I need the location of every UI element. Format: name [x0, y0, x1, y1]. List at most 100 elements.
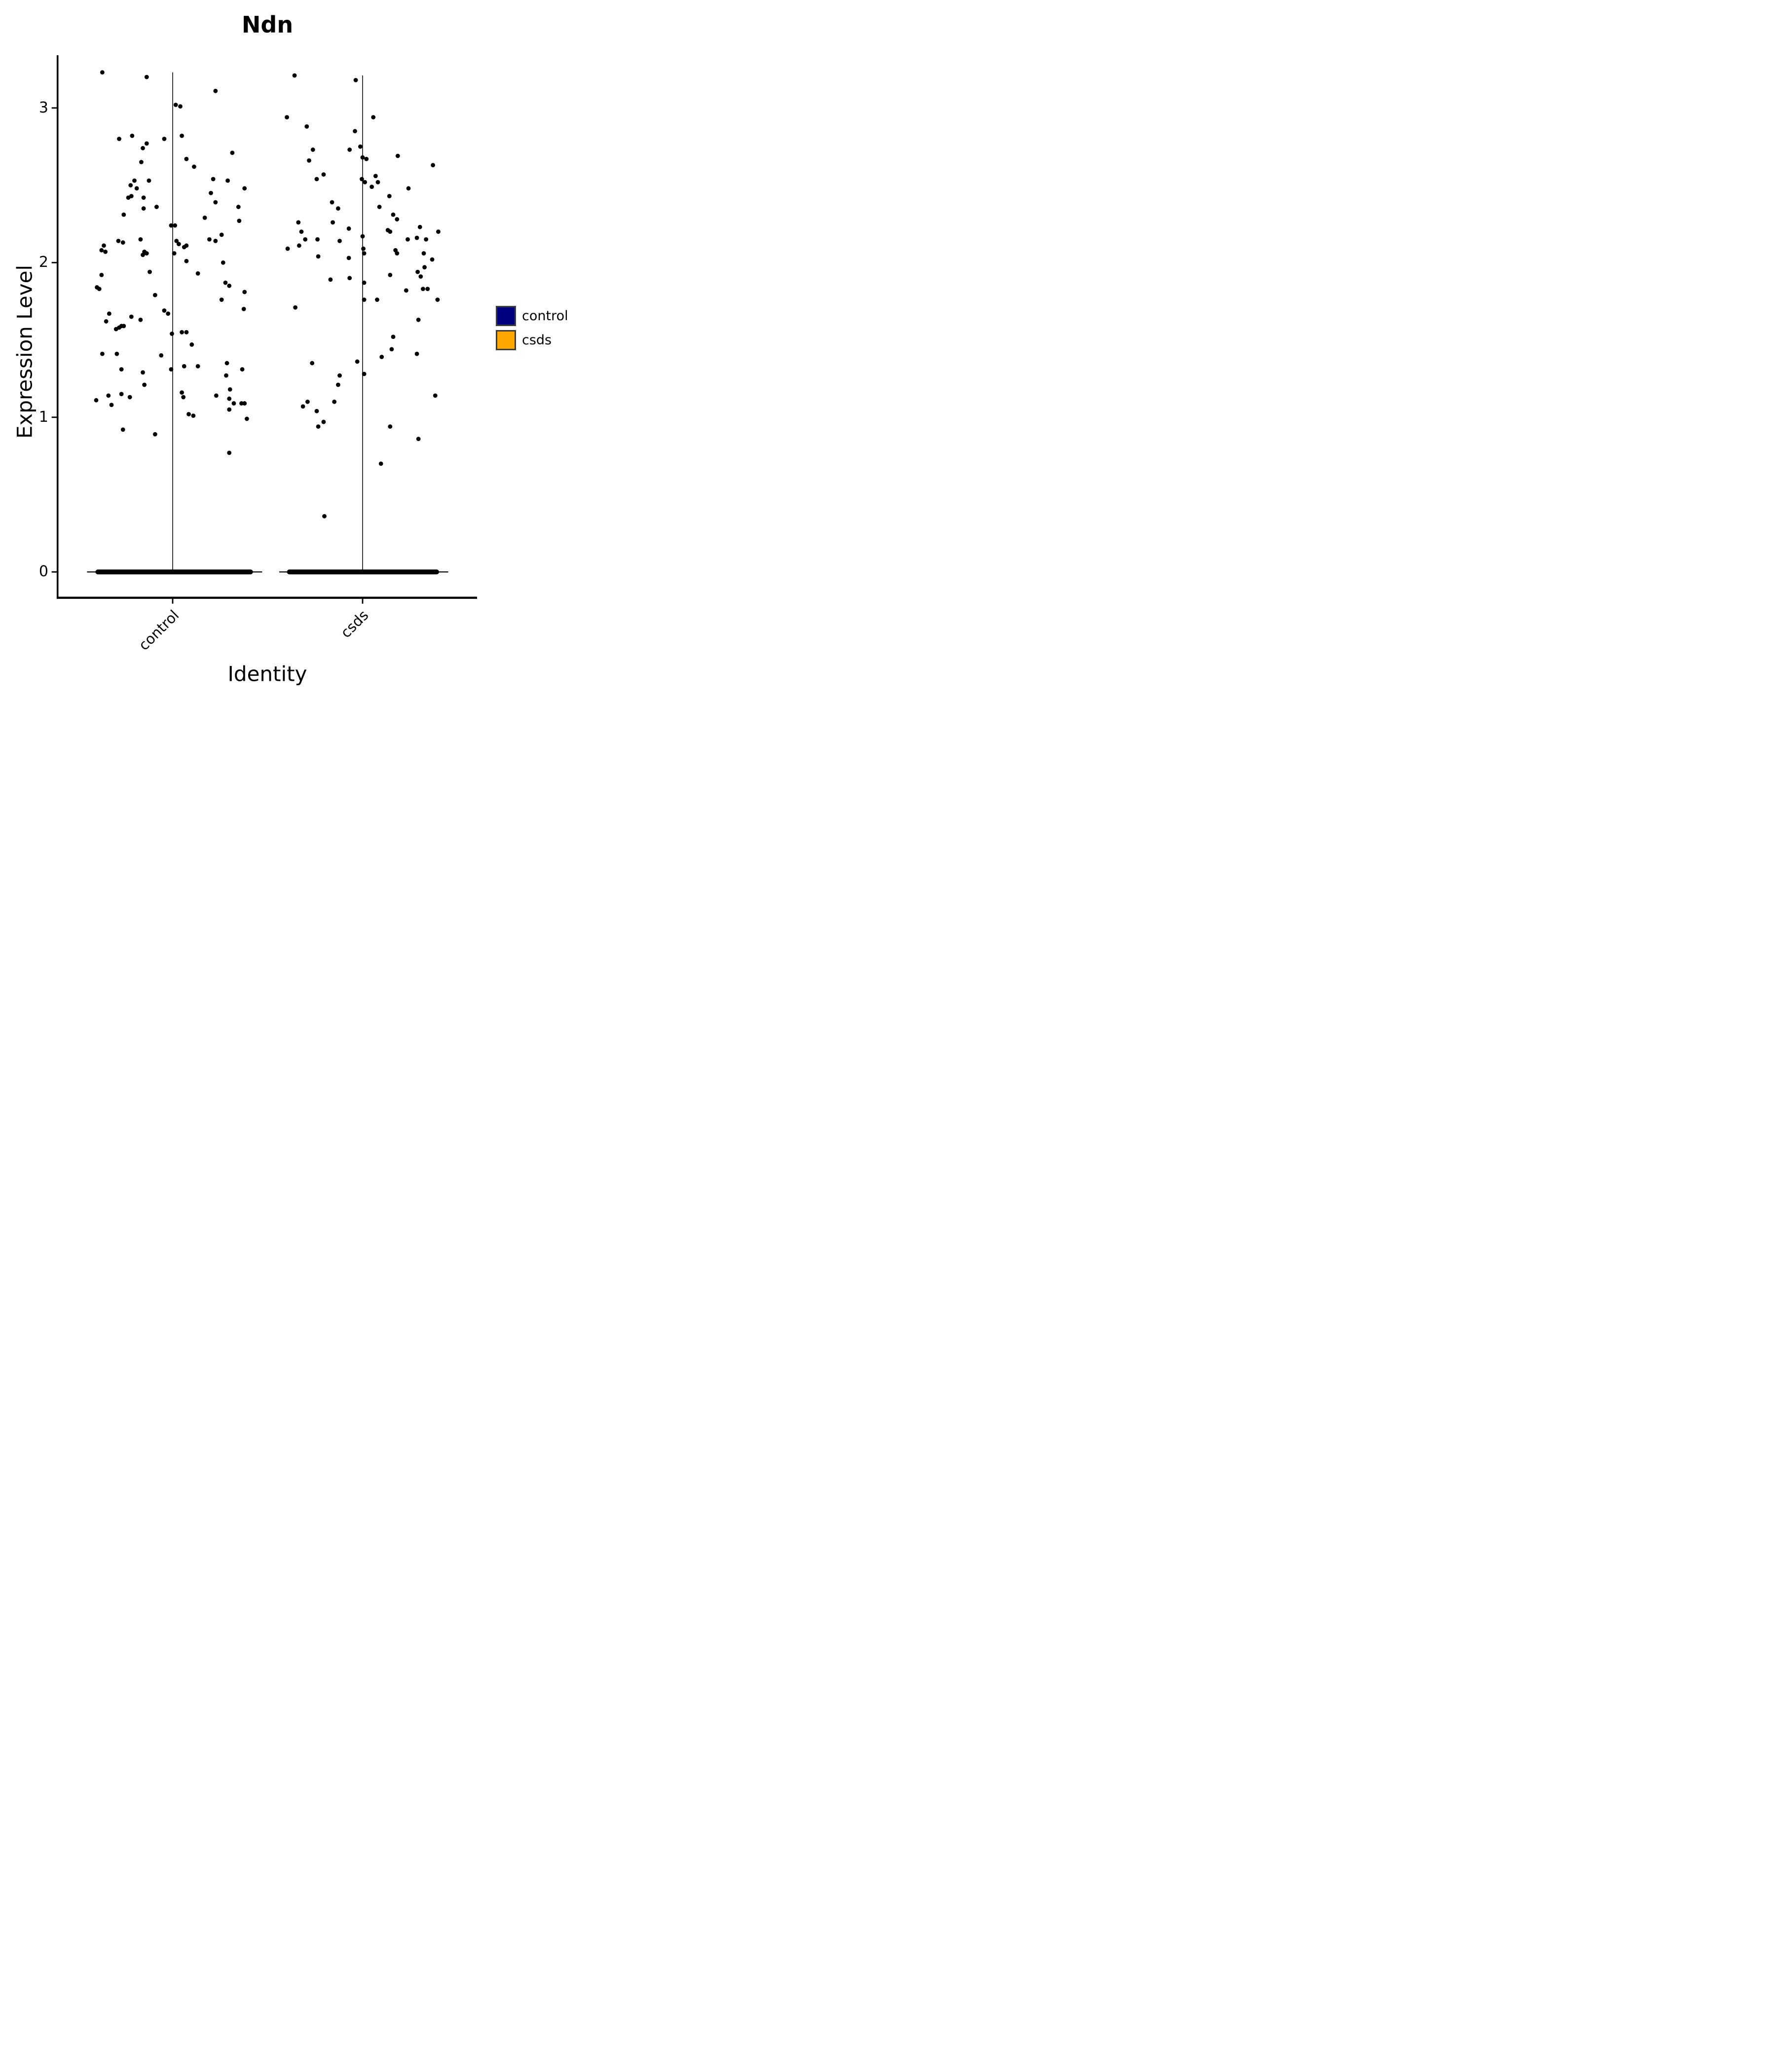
data-point	[416, 437, 421, 442]
data-point	[169, 223, 174, 228]
legend-swatch	[496, 306, 516, 326]
data-point	[377, 205, 382, 209]
data-point	[421, 251, 426, 256]
data-point	[126, 195, 131, 200]
data-point	[353, 77, 358, 82]
data-point	[418, 274, 423, 279]
data-point	[227, 407, 232, 412]
y-tick-label-0: 0	[38, 563, 48, 580]
data-point	[128, 183, 133, 187]
data-point	[130, 133, 135, 138]
data-point	[134, 186, 139, 191]
data-point	[94, 398, 99, 403]
data-point	[362, 297, 367, 302]
data-point	[142, 382, 147, 387]
data-point	[337, 373, 342, 378]
data-point	[174, 239, 179, 243]
data-point	[119, 367, 124, 372]
data-point	[211, 177, 216, 182]
data-point	[328, 277, 333, 282]
data-point	[213, 88, 218, 93]
data-point	[415, 269, 420, 274]
data-point	[360, 155, 365, 160]
data-point	[310, 148, 315, 152]
data-point	[224, 361, 229, 366]
data-point	[219, 232, 224, 237]
data-point	[316, 254, 321, 259]
legend-item-control: control	[496, 306, 568, 326]
data-point	[120, 240, 125, 245]
data-point	[300, 404, 305, 409]
y-tick-label-2: 2	[38, 254, 48, 271]
data-point	[169, 367, 174, 372]
data-point	[191, 413, 196, 418]
data-point	[375, 180, 380, 185]
data-point	[219, 297, 224, 302]
data-point	[213, 239, 218, 243]
data-point	[148, 269, 152, 274]
data-point	[120, 427, 125, 432]
data-point	[162, 137, 167, 141]
data-point	[173, 103, 178, 107]
data-point	[209, 190, 213, 195]
data-point	[141, 253, 145, 258]
y-tick-label-3: 3	[38, 99, 48, 116]
data-point	[139, 160, 144, 164]
data-point	[195, 271, 200, 276]
data-point	[121, 212, 126, 217]
data-point	[391, 212, 396, 217]
data-point	[144, 74, 149, 79]
data-point	[180, 390, 184, 395]
data-point	[242, 401, 247, 406]
data-point	[436, 229, 441, 234]
data-point	[177, 242, 181, 247]
data-point	[370, 185, 374, 189]
data-point	[239, 401, 244, 406]
data-point	[173, 223, 178, 228]
data-point	[395, 217, 400, 222]
data-point	[224, 373, 228, 378]
data-point	[285, 115, 289, 120]
data-point	[336, 206, 340, 211]
data-point	[421, 287, 425, 291]
data-point	[100, 351, 105, 356]
data-point	[195, 364, 200, 369]
data-point	[103, 249, 108, 254]
data-point	[388, 229, 393, 234]
plot-area	[51, 55, 477, 604]
data-point	[227, 283, 232, 288]
legend-label: csds	[522, 333, 552, 348]
data-point	[109, 403, 114, 407]
data-point	[152, 432, 157, 437]
x-axis-label: Identity	[227, 662, 307, 686]
data-point	[371, 115, 376, 120]
data-point	[107, 311, 111, 316]
data-point	[379, 355, 384, 359]
data-point	[178, 104, 183, 109]
data-point	[347, 276, 352, 281]
data-point	[424, 237, 429, 242]
data-point	[97, 287, 102, 291]
data-point	[425, 287, 430, 291]
data-point	[141, 206, 146, 211]
data-point	[100, 70, 105, 75]
data-point	[192, 164, 196, 169]
data-point	[347, 148, 352, 152]
data-point	[99, 272, 104, 277]
data-point	[180, 330, 184, 334]
data-point	[389, 347, 394, 352]
data-point	[184, 259, 189, 263]
data-point	[316, 424, 321, 429]
data-point	[430, 257, 435, 262]
data-point	[242, 186, 247, 191]
data-point	[296, 220, 301, 225]
data-point	[237, 219, 242, 223]
data-point	[303, 237, 308, 242]
data-point	[244, 416, 249, 421]
data-point	[154, 205, 159, 209]
data-point	[223, 280, 228, 285]
data-point	[138, 237, 143, 242]
data-point	[285, 246, 290, 251]
data-point	[104, 319, 109, 324]
y-axis-label: Expression Level	[12, 264, 37, 439]
